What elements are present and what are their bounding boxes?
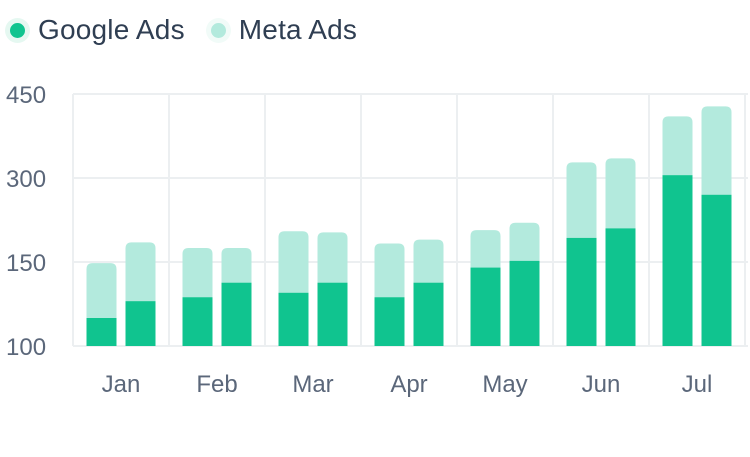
x-tick-label: Jul <box>682 371 713 398</box>
x-tick-label: May <box>482 371 527 398</box>
x-tick-label: Apr <box>390 371 427 398</box>
bar-segment-google-ads <box>125 301 156 346</box>
bar-segment-google-ads <box>86 318 117 346</box>
bar-segment-meta-ads <box>701 106 732 201</box>
bar-segment-meta-ads <box>566 162 597 244</box>
bar-segment-meta-ads <box>125 242 156 308</box>
bar-segment-google-ads <box>605 228 636 346</box>
bar-segment-google-ads <box>221 282 252 346</box>
bar-segment-google-ads <box>278 292 309 346</box>
bar-segment-google-ads <box>509 260 540 346</box>
bar-segment-meta-ads <box>374 243 405 304</box>
x-tick-label: Feb <box>196 371 237 398</box>
legend-item-meta-ads[interactable]: Meta Ads <box>210 14 358 46</box>
bar-segment-meta-ads <box>605 158 636 235</box>
bar-segment-meta-ads <box>182 248 213 304</box>
y-tick-label: 150 <box>6 250 46 277</box>
bar-segment-google-ads <box>182 297 213 346</box>
bar-segment-meta-ads <box>278 231 309 299</box>
meta-ads-swatch-icon <box>210 22 226 38</box>
legend-label: Meta Ads <box>238 14 358 45</box>
bar-segment-meta-ads <box>470 230 501 274</box>
bar-segment-google-ads <box>701 194 732 346</box>
bar-segment-meta-ads <box>221 248 252 289</box>
bar-segment-google-ads <box>374 297 405 346</box>
bar-segment-meta-ads <box>317 232 348 289</box>
y-tick-label: 100 <box>6 334 46 361</box>
bar-segment-google-ads <box>413 282 444 346</box>
google-ads-swatch-icon <box>10 22 25 38</box>
x-tick-label: Mar <box>292 371 333 398</box>
legend-label: Google Ads <box>38 14 185 45</box>
bar-segment-meta-ads <box>413 239 444 289</box>
bar-segment-google-ads <box>566 237 597 346</box>
bar-segment-google-ads <box>662 175 693 346</box>
legend-item-google-ads[interactable]: Google Ads <box>10 14 185 46</box>
bar-segment-meta-ads <box>509 222 540 267</box>
y-tick-label: 300 <box>6 166 46 193</box>
bar-segment-meta-ads <box>662 116 693 182</box>
bar-segment-google-ads <box>317 282 348 346</box>
bar-segment-google-ads <box>470 267 501 346</box>
x-tick-label: Jan <box>102 371 141 398</box>
legend: Google Ads Meta Ads <box>10 14 383 46</box>
bar-segment-meta-ads <box>86 263 117 324</box>
y-tick-label: 450 <box>6 82 46 109</box>
x-tick-label: Jun <box>582 371 621 398</box>
